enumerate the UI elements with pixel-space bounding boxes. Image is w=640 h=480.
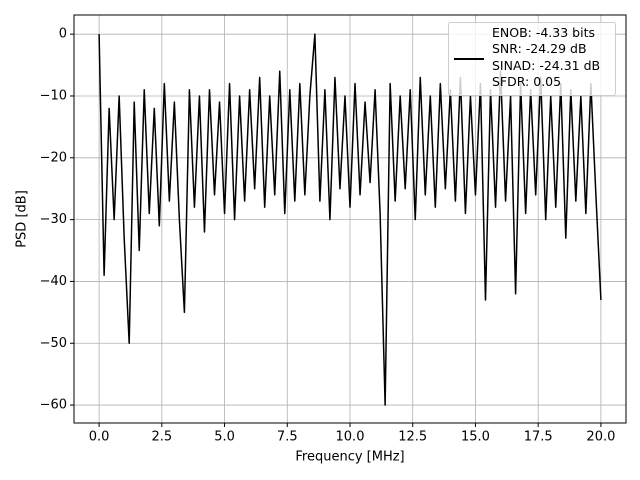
y-axis-label: PSD [dB]	[15, 190, 30, 248]
x-tick-label: 15.0	[461, 430, 490, 445]
legend-label: ENOB: -4.33 bits SNR: -24.29 dB SINAD: -…	[492, 25, 601, 89]
x-tick-label: 5.0	[214, 430, 235, 445]
y-tick-label: −10	[40, 88, 67, 103]
x-tick-label: 7.5	[277, 430, 298, 445]
plot-frame	[73, 14, 627, 424]
y-tick-label: −60	[40, 398, 67, 413]
legend-swatch	[454, 58, 484, 60]
y-tick-label: −50	[40, 336, 67, 351]
x-tick-label: 20.0	[586, 430, 615, 445]
legend: ENOB: -4.33 bits SNR: -24.29 dB SINAD: -…	[448, 22, 616, 96]
y-tick-label: −30	[40, 212, 67, 227]
x-tick-label: 17.5	[524, 430, 553, 445]
x-axis-label: Frequency [MHz]	[295, 450, 404, 465]
x-tick-label: 2.5	[151, 430, 172, 445]
x-tick-label: 0.0	[89, 430, 110, 445]
x-tick-label: 12.5	[398, 430, 427, 445]
y-tick-label: −20	[40, 150, 67, 165]
y-tick-label: 0	[59, 27, 67, 42]
series-line	[98, 33, 602, 406]
x-tick-label: 10.0	[336, 430, 365, 445]
y-tick-label: −40	[40, 274, 67, 289]
